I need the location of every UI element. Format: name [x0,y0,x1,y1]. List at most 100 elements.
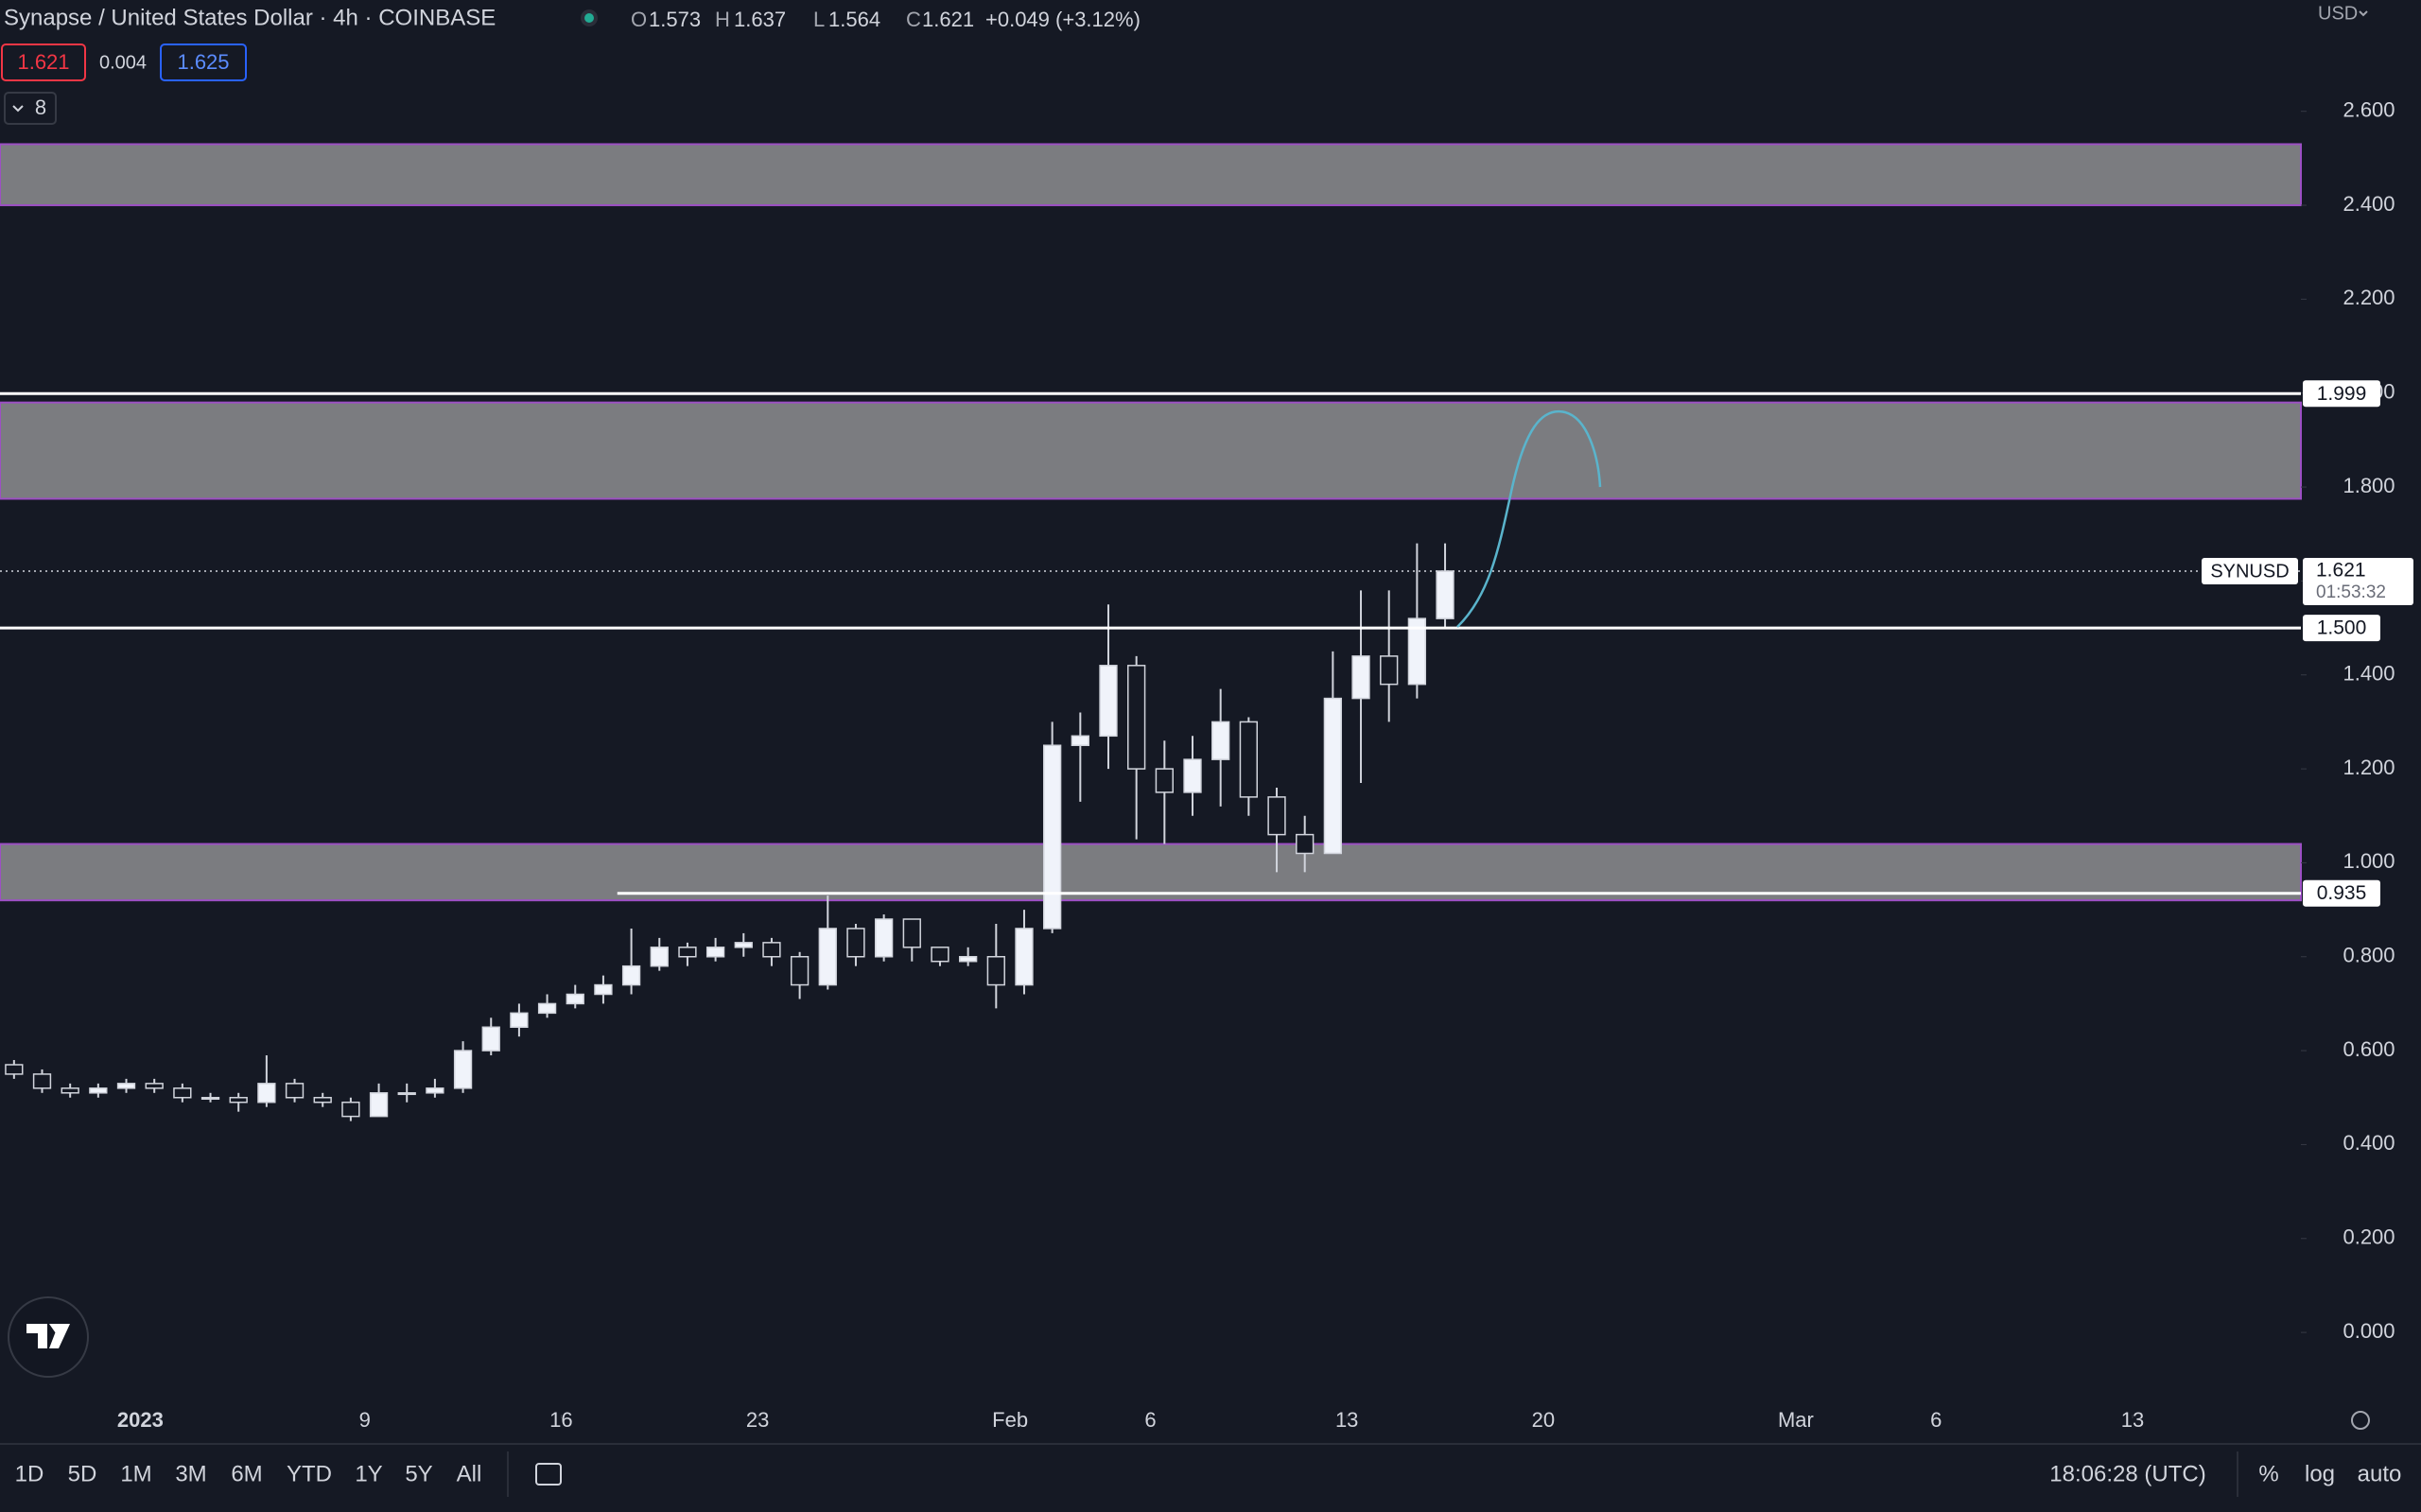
candle-body [931,947,949,963]
candle-body [734,942,753,948]
symbol-box [2202,557,2298,584]
tradingview-logo[interactable] [8,1296,89,1378]
level-label: 1.999 [2317,383,2367,405]
indicators-toggle[interactable] [4,92,57,125]
symbol-title: Synapse / United States Dollar · 4h · CO… [4,5,496,30]
level-label-box [2303,380,2380,408]
level-label: 1.500 [2317,617,2367,639]
range-button[interactable]: 5D [68,1461,97,1486]
range-button[interactable]: 1D [15,1461,44,1486]
ohlc-value: 1.564 [828,8,880,31]
x-tick-label: 9 [359,1408,371,1432]
bid-box[interactable] [1,43,86,81]
range-button[interactable]: 5Y [405,1461,432,1486]
y-tick-label: 0.800 [2343,944,2395,967]
currency-menu[interactable]: USD [2318,3,2358,24]
date-range-icon[interactable] [535,1463,562,1486]
projection-drawing [1456,409,1602,628]
x-tick-label: Mar [1778,1408,1814,1432]
candle-body [566,993,584,1005]
change: +0.049 (+3.12%) [985,8,1141,31]
range-button[interactable]: YTD [287,1461,332,1486]
candle-body [902,918,921,948]
x-tick-label: 16 [549,1408,572,1432]
x-tick-label: 13 [1335,1408,1358,1432]
spread: 0.004 [99,52,147,73]
candle-body [958,956,978,963]
candle-body [1380,655,1399,686]
range-button[interactable]: All [457,1461,482,1486]
candle-body [594,983,613,996]
clock[interactable]: 18:06:28 (UTC) [2049,1461,2205,1486]
countdown: 01:53:32 [2316,582,2386,602]
y-tick-label: 0.000 [2343,1319,2395,1343]
candle-body [1267,796,1286,836]
range-buttons: 1D 5D 1M 3M 6M YTD 1Y 5Y All [15,1461,482,1486]
x-tick-label: 13 [2121,1408,2144,1432]
range-button[interactable]: 6M [231,1461,262,1486]
candle-body [32,1073,52,1089]
ohlc-value: 1.573 [649,8,701,31]
candle-body [621,965,641,986]
y-tick-label: 1.800 [2343,474,2395,497]
candle-body [1043,744,1062,930]
candle-body [1099,665,1118,738]
candle-body [1407,617,1427,686]
candle-body [145,1083,164,1089]
y-tick-label: 2.400 [2343,192,2395,216]
x-tick-label: 20 [1532,1408,1555,1432]
candle-body [257,1083,276,1104]
ohlc-label: O [631,8,647,31]
range-button[interactable]: 1Y [355,1461,382,1486]
ohlc-label: C [906,8,921,31]
range-button[interactable]: 3M [175,1461,206,1486]
candle-body [1239,721,1258,798]
x-tick-label: 2023 [117,1408,164,1432]
candle-body [762,942,781,958]
settings-icon[interactable] [2351,1411,2370,1430]
log-toggle[interactable]: log [2305,1461,2335,1486]
range-button[interactable]: 1M [120,1461,151,1486]
chevron-icon [2359,10,2368,17]
candle-body [1183,758,1202,793]
candle-body [846,928,865,958]
zone [0,143,2302,207]
level-label-box [2303,615,2380,642]
candle-body [1323,697,1343,855]
y-tick-label: 0.400 [2343,1131,2395,1155]
y-tick-label: 0.200 [2343,1225,2395,1249]
candle-body [173,1087,192,1099]
candle-body [818,928,837,986]
auto-toggle[interactable]: auto [2358,1461,2402,1486]
candle-body [61,1087,79,1094]
chevron-icon [12,105,24,113]
symbol-label: SYNUSD [2210,561,2289,582]
candle-body [537,1002,557,1015]
candle-body [1155,768,1174,793]
candle-body [229,1097,248,1104]
candle-body [986,956,1005,986]
candle-body [1211,721,1230,760]
bid-price[interactable]: 1.621 [17,50,69,74]
indicators-count[interactable]: 8 [35,96,46,119]
logo-mark [26,1324,70,1348]
ask-price[interactable]: 1.625 [177,50,229,74]
candle-body [1351,655,1370,700]
x-tick-label: 6 [1144,1408,1156,1432]
ohlc-label: H [715,8,730,31]
candle-body [510,1012,529,1029]
ask-box[interactable] [160,43,247,81]
candle-body [313,1097,332,1104]
price-box [2303,557,2413,605]
candle-body [5,1064,24,1075]
y-tick-label: 1.000 [2343,849,2395,873]
y-tick-label: 1.200 [2343,756,2395,779]
candle-body [678,947,697,958]
zone [0,843,2302,902]
candle-body [1071,735,1089,746]
percent-toggle[interactable]: % [2258,1461,2278,1486]
level-label-box [2303,879,2380,907]
